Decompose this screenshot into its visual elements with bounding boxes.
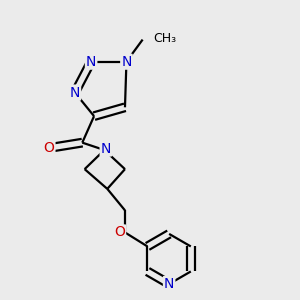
Text: O: O (44, 141, 54, 154)
Text: N: N (86, 55, 96, 69)
Text: CH₃: CH₃ (153, 32, 176, 45)
Text: O: O (114, 225, 125, 239)
Text: N: N (121, 55, 132, 69)
Text: N: N (70, 85, 80, 100)
Text: N: N (164, 277, 174, 291)
Text: N: N (100, 142, 111, 155)
